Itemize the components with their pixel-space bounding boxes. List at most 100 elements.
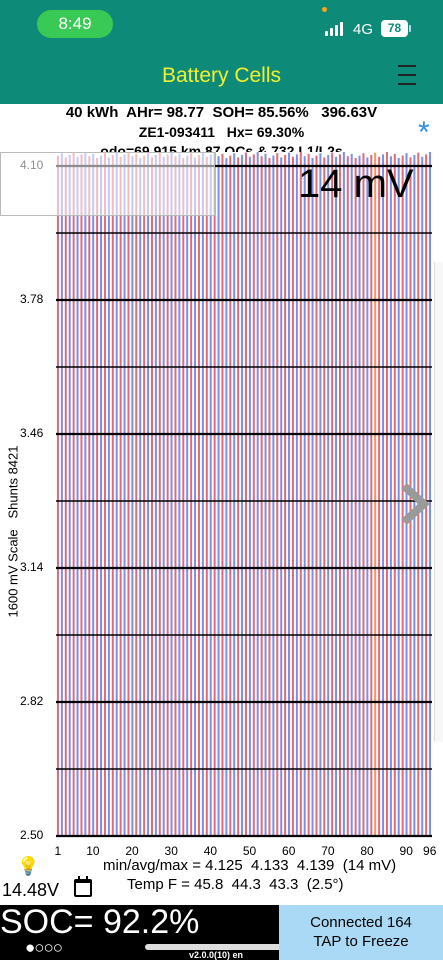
cell-bar xyxy=(354,158,357,836)
cell-bar xyxy=(84,152,87,836)
calendar-icon[interactable] xyxy=(74,876,92,897)
cell-bar xyxy=(72,152,75,837)
cell-bar xyxy=(315,155,318,837)
cell-bar xyxy=(252,154,255,836)
soc-value: SOC= 92.2% xyxy=(0,903,200,941)
aux-battery-voltage: 14.48V xyxy=(2,880,60,900)
page-title: Battery Cells xyxy=(161,64,282,87)
cell-bar xyxy=(385,152,388,836)
cell-bar xyxy=(197,155,200,836)
vin-health-line: ZE1-093411 Hx= 69.30% xyxy=(138,124,305,140)
cell-bar xyxy=(158,152,161,837)
cell-bar xyxy=(331,152,334,837)
cell-bar xyxy=(131,156,134,836)
cell-bar xyxy=(123,154,126,836)
cell-bar xyxy=(429,152,432,836)
cell-bar xyxy=(350,153,353,837)
cell-bar xyxy=(378,156,381,837)
home-indicator[interactable] xyxy=(145,944,305,950)
x-tick-label: 60 xyxy=(282,844,296,858)
battery-tip-icon xyxy=(409,25,411,32)
chevron-right-icon[interactable] xyxy=(396,480,434,528)
cell-bar xyxy=(190,153,193,836)
cell-bar xyxy=(358,155,361,837)
menu-icon[interactable] xyxy=(398,63,416,87)
freeze-button[interactable] xyxy=(279,905,443,960)
cell-bar xyxy=(389,156,392,836)
cell-bar xyxy=(217,156,220,836)
x-tick-label: 80 xyxy=(360,844,374,858)
cell-bar xyxy=(299,152,302,836)
connection-status: Connected 164 xyxy=(310,914,412,931)
cell-bar xyxy=(421,156,424,837)
cell-bar xyxy=(92,153,95,837)
cell-bar xyxy=(237,157,240,836)
network-type: 4G xyxy=(353,21,374,38)
cell-bar xyxy=(119,156,122,837)
cell-bar xyxy=(170,152,173,836)
cell-bar xyxy=(143,155,146,837)
cell-bar xyxy=(88,156,91,836)
cell-bar xyxy=(60,153,63,836)
x-tick-label: 90 xyxy=(399,844,413,858)
cell-bar xyxy=(162,156,165,837)
cell-bar xyxy=(135,153,138,837)
cell-bar xyxy=(382,154,385,836)
cell-bar xyxy=(260,156,263,836)
cell-bar xyxy=(248,156,251,837)
x-tick-label: 30 xyxy=(164,844,178,858)
cell-bar xyxy=(338,154,341,836)
cell-bar xyxy=(166,154,169,836)
cell-bar xyxy=(174,156,177,836)
cell-bar xyxy=(393,153,396,837)
battery-summary-line: 40 kWh AHr= 98.77 SOH= 85.56% 396.63V xyxy=(65,104,378,121)
cell-bar xyxy=(221,153,224,837)
cell-bar xyxy=(194,157,197,836)
cell-bar xyxy=(374,152,377,837)
cell-bar xyxy=(323,157,326,836)
cell-bar xyxy=(68,155,71,836)
cell-bar xyxy=(346,156,349,836)
x-tick-label: 40 xyxy=(203,844,218,858)
cell-bar xyxy=(370,155,373,836)
x-tick-label: 96 xyxy=(423,844,437,858)
cell-bar xyxy=(327,155,330,836)
cell-bar xyxy=(201,152,204,837)
cell-bar xyxy=(288,152,291,837)
x-tick-label: 20 xyxy=(125,844,139,858)
x-tick-label: 1 xyxy=(54,844,62,858)
cell-bar xyxy=(319,153,322,836)
cell-bar xyxy=(150,157,153,836)
cell-bar xyxy=(272,155,275,837)
cell-bar xyxy=(96,158,99,836)
cell-bar xyxy=(241,155,244,836)
y-tick-label: 3.46 xyxy=(20,426,44,440)
cell-bar xyxy=(139,158,142,836)
cell-bar xyxy=(64,157,67,836)
cell-bar xyxy=(229,155,232,837)
cell-bar xyxy=(401,155,404,837)
cell-bar xyxy=(280,157,283,836)
y-tick-label: 3.14 xyxy=(20,560,44,574)
x-tick-label: 50 xyxy=(242,844,257,858)
page-indicator[interactable]: ●○○○ xyxy=(25,938,63,957)
side-panel-handle[interactable] xyxy=(434,262,443,742)
privacy-indicator-icon xyxy=(322,7,327,12)
cell-bar xyxy=(115,152,118,837)
cell-bar xyxy=(291,156,294,837)
y-tick-label: 2.82 xyxy=(20,694,44,708)
cell-bar xyxy=(100,155,103,837)
star-icon[interactable]: * xyxy=(418,116,430,149)
cell-bar xyxy=(80,154,83,836)
signal-strength-icon xyxy=(325,22,347,36)
cell-bar xyxy=(225,158,228,836)
lightbulb-icon[interactable]: 💡 xyxy=(17,856,40,876)
freeze-label: TAP to Freeze xyxy=(313,933,409,950)
soc-panel[interactable] xyxy=(0,905,279,960)
cell-bar xyxy=(205,156,208,837)
cell-bar xyxy=(425,154,428,836)
cell-bar xyxy=(213,152,216,836)
temperature-stats: Temp F = 45.8 44.3 43.3 (2.5°) xyxy=(127,876,344,893)
battery-icon: 78 xyxy=(381,20,408,37)
